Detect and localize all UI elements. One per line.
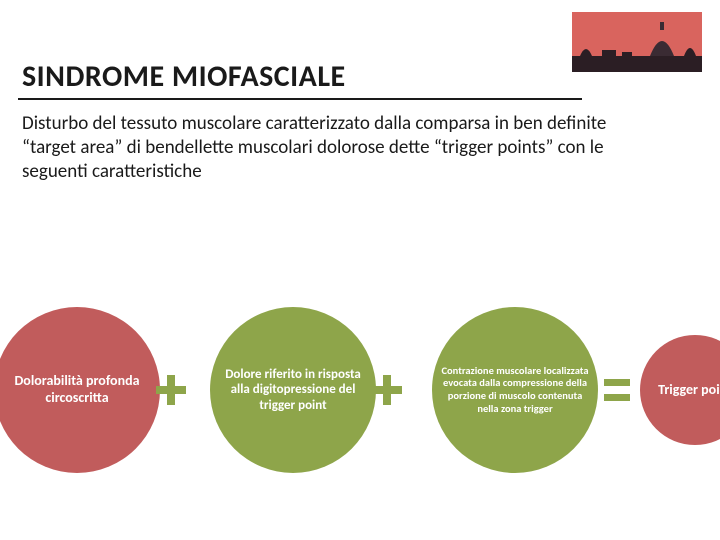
plus-icon [156,375,186,405]
plus-icon [372,375,402,405]
circle-label: Contrazione muscolare localizzata evocat… [432,365,598,415]
description-text: Disturbo del tessuto muscolare caratteri… [22,112,650,183]
circle-dolorabilita: Dolorabilità profonda circoscritta [0,307,160,473]
trigger-point-diagram: Dolorabilità profonda circoscritta Dolor… [0,260,720,520]
circle-label: Trigger point [658,382,720,398]
circle-contrazione: Contrazione muscolare localizzata evocat… [432,307,598,473]
equals-icon [604,379,630,401]
title-underline [18,98,582,100]
page-title: SINDROME MIOFASCIALE [22,58,346,95]
circle-dolore-riferito: Dolore riferito in risposta alla digitop… [210,307,376,473]
circle-trigger-point: Trigger point [640,335,720,445]
circle-label: Dolorabilità profonda circoscritta [0,373,160,407]
circle-label: Dolore riferito in risposta alla digitop… [210,367,376,414]
header-skyline-image [572,12,702,72]
